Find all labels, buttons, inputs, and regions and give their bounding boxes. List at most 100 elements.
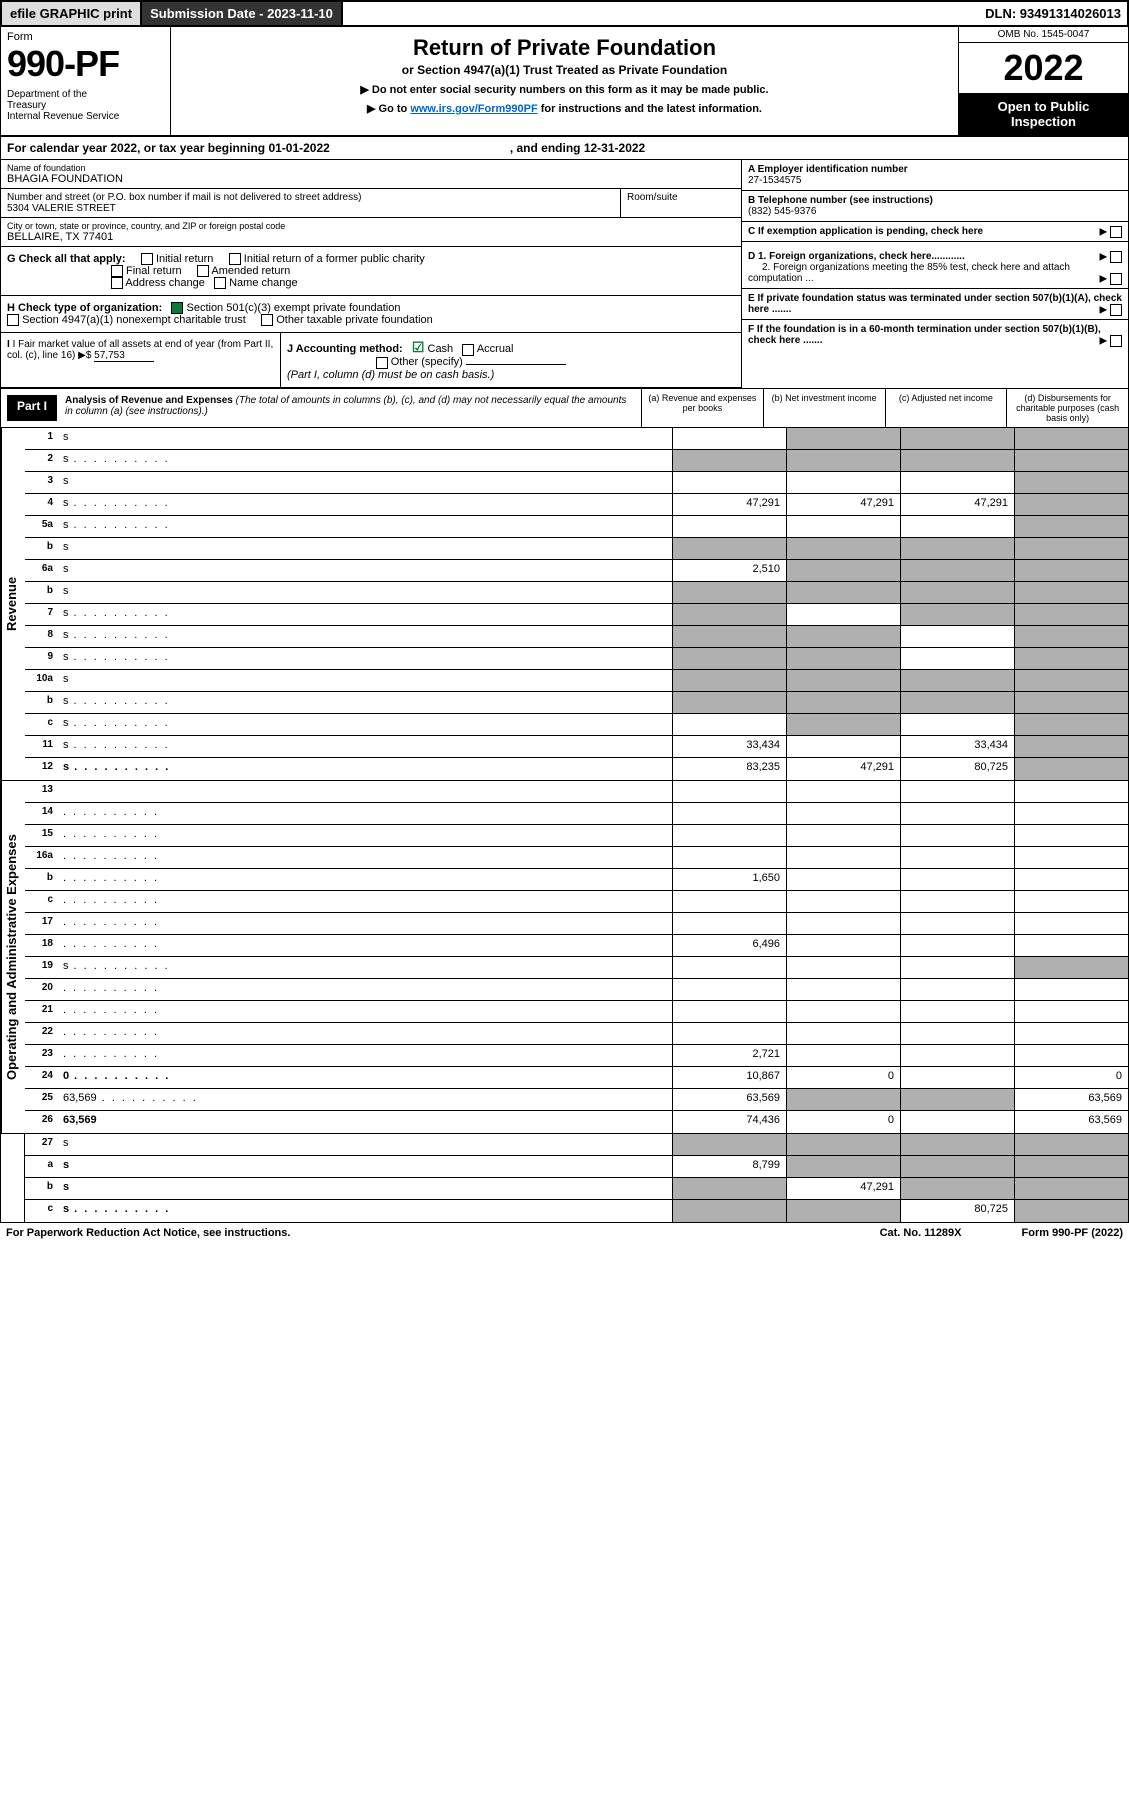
i-label: I	[7, 339, 10, 350]
cell-c	[900, 472, 1014, 493]
initial-return-checkbox[interactable]	[141, 253, 153, 265]
cell-a: 6,496	[672, 935, 786, 956]
cell-b: 0	[786, 1111, 900, 1133]
dln: DLN: 93491314026013	[979, 4, 1127, 23]
cell-b	[786, 692, 900, 713]
cell-c	[900, 1111, 1014, 1133]
expenses-side-label: Operating and Administrative Expenses	[1, 781, 25, 1133]
row-description: s	[59, 736, 672, 757]
dept-label: Department of theTreasuryInternal Revenu…	[7, 89, 164, 122]
4947-checkbox[interactable]	[7, 314, 19, 326]
row-number: 13	[25, 781, 59, 802]
instruct-1: ▶ Do not enter social security numbers o…	[179, 83, 950, 96]
table-row: 2563,56963,56963,569	[25, 1089, 1128, 1111]
cell-d: 0	[1014, 1067, 1128, 1088]
cell-b	[786, 803, 900, 824]
table-row: 17	[25, 913, 1128, 935]
table-row: 8s	[25, 626, 1128, 648]
cell-c: 80,725	[900, 758, 1014, 780]
cell-b	[786, 670, 900, 691]
table-row: 21	[25, 1001, 1128, 1023]
table-row: 16a	[25, 847, 1128, 869]
e-checkbox[interactable]	[1110, 304, 1122, 316]
row-description	[59, 869, 672, 890]
name-change-checkbox[interactable]	[214, 277, 226, 289]
other-method-checkbox[interactable]	[376, 357, 388, 369]
col-d-header: (d) Disbursements for charitable purpose…	[1006, 389, 1128, 427]
col-c-header: (c) Adjusted net income	[885, 389, 1007, 427]
row-number: 25	[25, 1089, 59, 1110]
cell-b	[786, 1001, 900, 1022]
accrual-checkbox[interactable]	[462, 344, 474, 356]
cell-a	[672, 692, 786, 713]
row-description: s	[59, 538, 672, 559]
cell-c	[900, 869, 1014, 890]
foundation-name: BHAGIA FOUNDATION	[7, 173, 735, 185]
cell-c	[900, 957, 1014, 978]
calendar-year-row: For calendar year 2022, or tax year begi…	[0, 137, 1129, 160]
form-title: Return of Private Foundation	[179, 35, 950, 61]
row-number: 15	[25, 825, 59, 846]
table-row: bs	[25, 692, 1128, 714]
cell-c	[900, 825, 1014, 846]
row-description: s	[59, 1178, 672, 1199]
c-checkbox[interactable]	[1110, 226, 1122, 238]
address-change-checkbox[interactable]	[111, 277, 123, 289]
table-row: 20	[25, 979, 1128, 1001]
instruct-2: ▶ Go to www.irs.gov/Form990PF for instru…	[179, 102, 950, 115]
row-number: 23	[25, 1045, 59, 1066]
cell-c	[900, 648, 1014, 669]
cell-a: 33,434	[672, 736, 786, 757]
cell-d	[1014, 891, 1128, 912]
row-number: 18	[25, 935, 59, 956]
cell-c	[900, 1178, 1014, 1199]
row-number: 26	[25, 1111, 59, 1133]
row-number: 20	[25, 979, 59, 1000]
cell-d	[1014, 604, 1128, 625]
cell-a: 74,436	[672, 1111, 786, 1133]
cell-a	[672, 1001, 786, 1022]
501c3-checkbox[interactable]	[171, 302, 183, 314]
table-row: as8,799	[25, 1156, 1128, 1178]
cell-c	[900, 516, 1014, 537]
table-row: 13	[25, 781, 1128, 803]
f-checkbox[interactable]	[1110, 335, 1122, 347]
initial-former-checkbox[interactable]	[229, 253, 241, 265]
row-number: 17	[25, 913, 59, 934]
cell-c	[900, 670, 1014, 691]
amended-return-checkbox[interactable]	[197, 265, 209, 277]
table-row: c	[25, 891, 1128, 913]
footer-catalog: Cat. No. 11289X	[880, 1227, 962, 1239]
city-state-zip: BELLAIRE, TX 77401	[7, 231, 735, 243]
cell-a	[672, 913, 786, 934]
cell-c	[900, 847, 1014, 868]
cell-a	[672, 626, 786, 647]
cell-b	[786, 604, 900, 625]
cell-a	[672, 670, 786, 691]
other-taxable-checkbox[interactable]	[261, 314, 273, 326]
table-row: 27s	[25, 1134, 1128, 1156]
j-note: (Part I, column (d) must be on cash basi…	[287, 369, 494, 381]
summary-section: 27sas8,799bs47,291cs80,725	[0, 1134, 1129, 1223]
efile-print-button[interactable]: efile GRAPHIC print	[2, 2, 142, 25]
irs-link[interactable]: www.irs.gov/Form990PF	[410, 103, 537, 115]
row-number: 19	[25, 957, 59, 978]
row-description	[59, 979, 672, 1000]
row-number: 11	[25, 736, 59, 757]
cell-b	[786, 781, 900, 802]
row-number: 22	[25, 1023, 59, 1044]
cell-c	[900, 913, 1014, 934]
table-row: 1s	[25, 428, 1128, 450]
col-b-header: (b) Net investment income	[763, 389, 885, 427]
row-number: b	[25, 538, 59, 559]
ein-value: 27-1534575	[748, 175, 801, 186]
j-label: J Accounting method:	[287, 343, 403, 355]
row-description: s	[59, 582, 672, 603]
d1-checkbox[interactable]	[1110, 251, 1122, 263]
form-header: Form 990-PF Department of theTreasuryInt…	[0, 27, 1129, 137]
table-row: 22	[25, 1023, 1128, 1045]
cell-c	[900, 428, 1014, 449]
d2-checkbox[interactable]	[1110, 273, 1122, 285]
cell-a	[672, 604, 786, 625]
final-return-checkbox[interactable]	[111, 265, 123, 277]
